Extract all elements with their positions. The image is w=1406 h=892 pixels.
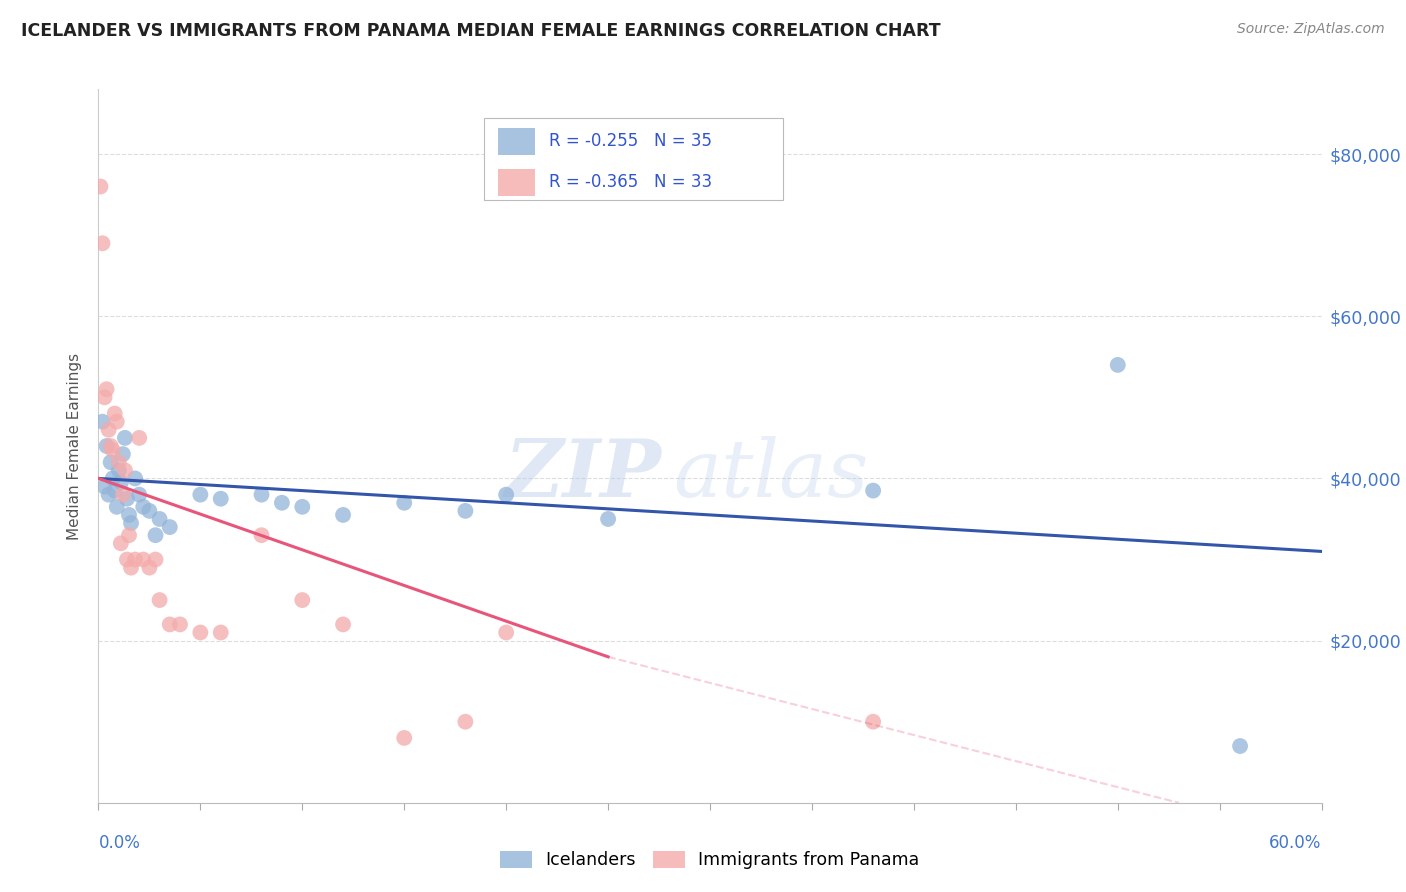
Point — [454, 504, 477, 518]
Bar — [498, 169, 536, 196]
Legend: Icelanders, Immigrants from Panama: Icelanders, Immigrants from Panama — [494, 844, 927, 876]
Point — [332, 617, 354, 632]
Point — [100, 439, 122, 453]
Point — [91, 236, 114, 251]
Point — [138, 560, 160, 574]
Point — [291, 500, 314, 514]
Text: R = -0.365   N = 33: R = -0.365 N = 33 — [548, 173, 711, 191]
Point — [110, 536, 132, 550]
Point — [1107, 358, 1129, 372]
Point — [118, 528, 141, 542]
Point — [495, 625, 517, 640]
Text: 60.0%: 60.0% — [1270, 834, 1322, 852]
Point — [495, 488, 517, 502]
Point — [105, 415, 128, 429]
Point — [114, 463, 136, 477]
Point — [114, 431, 136, 445]
Point — [188, 625, 212, 640]
Text: ZIP: ZIP — [505, 436, 661, 513]
Point — [188, 488, 212, 502]
Point — [93, 390, 115, 404]
Point — [111, 447, 134, 461]
Point — [332, 508, 354, 522]
Point — [115, 491, 138, 506]
Point — [111, 488, 134, 502]
Y-axis label: Median Female Earnings: Median Female Earnings — [67, 352, 83, 540]
Point — [91, 415, 114, 429]
Point — [250, 488, 273, 502]
Point — [209, 491, 232, 506]
Point — [149, 512, 172, 526]
Point — [128, 431, 150, 445]
Point — [454, 714, 477, 729]
Point — [110, 475, 132, 490]
Point — [1229, 739, 1251, 753]
Point — [101, 443, 124, 458]
Point — [169, 617, 191, 632]
Point — [124, 471, 146, 485]
Point — [132, 552, 155, 566]
Point — [862, 483, 884, 498]
Point — [270, 496, 294, 510]
Point — [93, 479, 115, 493]
Point — [118, 508, 141, 522]
Point — [159, 617, 181, 632]
Point — [97, 423, 120, 437]
Point — [105, 500, 128, 514]
Point — [392, 496, 416, 510]
Point — [392, 731, 416, 745]
Point — [138, 504, 160, 518]
Point — [104, 483, 127, 498]
Point — [128, 488, 150, 502]
Point — [209, 625, 232, 640]
Point — [598, 512, 620, 526]
Text: Source: ZipAtlas.com: Source: ZipAtlas.com — [1237, 22, 1385, 37]
Point — [101, 471, 124, 485]
Text: atlas: atlas — [673, 436, 869, 513]
Point — [100, 455, 122, 469]
Point — [120, 516, 142, 530]
Point — [145, 528, 167, 542]
Point — [96, 439, 118, 453]
Point — [96, 382, 118, 396]
Point — [89, 179, 111, 194]
Text: ICELANDER VS IMMIGRANTS FROM PANAMA MEDIAN FEMALE EARNINGS CORRELATION CHART: ICELANDER VS IMMIGRANTS FROM PANAMA MEDI… — [21, 22, 941, 40]
Point — [115, 552, 138, 566]
Point — [149, 593, 172, 607]
Point — [862, 714, 884, 729]
Text: R = -0.255   N = 35: R = -0.255 N = 35 — [548, 132, 711, 150]
Point — [108, 463, 131, 477]
Point — [97, 488, 120, 502]
Bar — [498, 128, 536, 155]
Point — [250, 528, 273, 542]
Point — [132, 500, 155, 514]
Point — [108, 455, 131, 469]
Point — [104, 407, 127, 421]
Point — [120, 560, 142, 574]
FancyBboxPatch shape — [484, 118, 783, 200]
Point — [145, 552, 167, 566]
Point — [124, 552, 146, 566]
Text: 0.0%: 0.0% — [98, 834, 141, 852]
Point — [291, 593, 314, 607]
Point — [159, 520, 181, 534]
